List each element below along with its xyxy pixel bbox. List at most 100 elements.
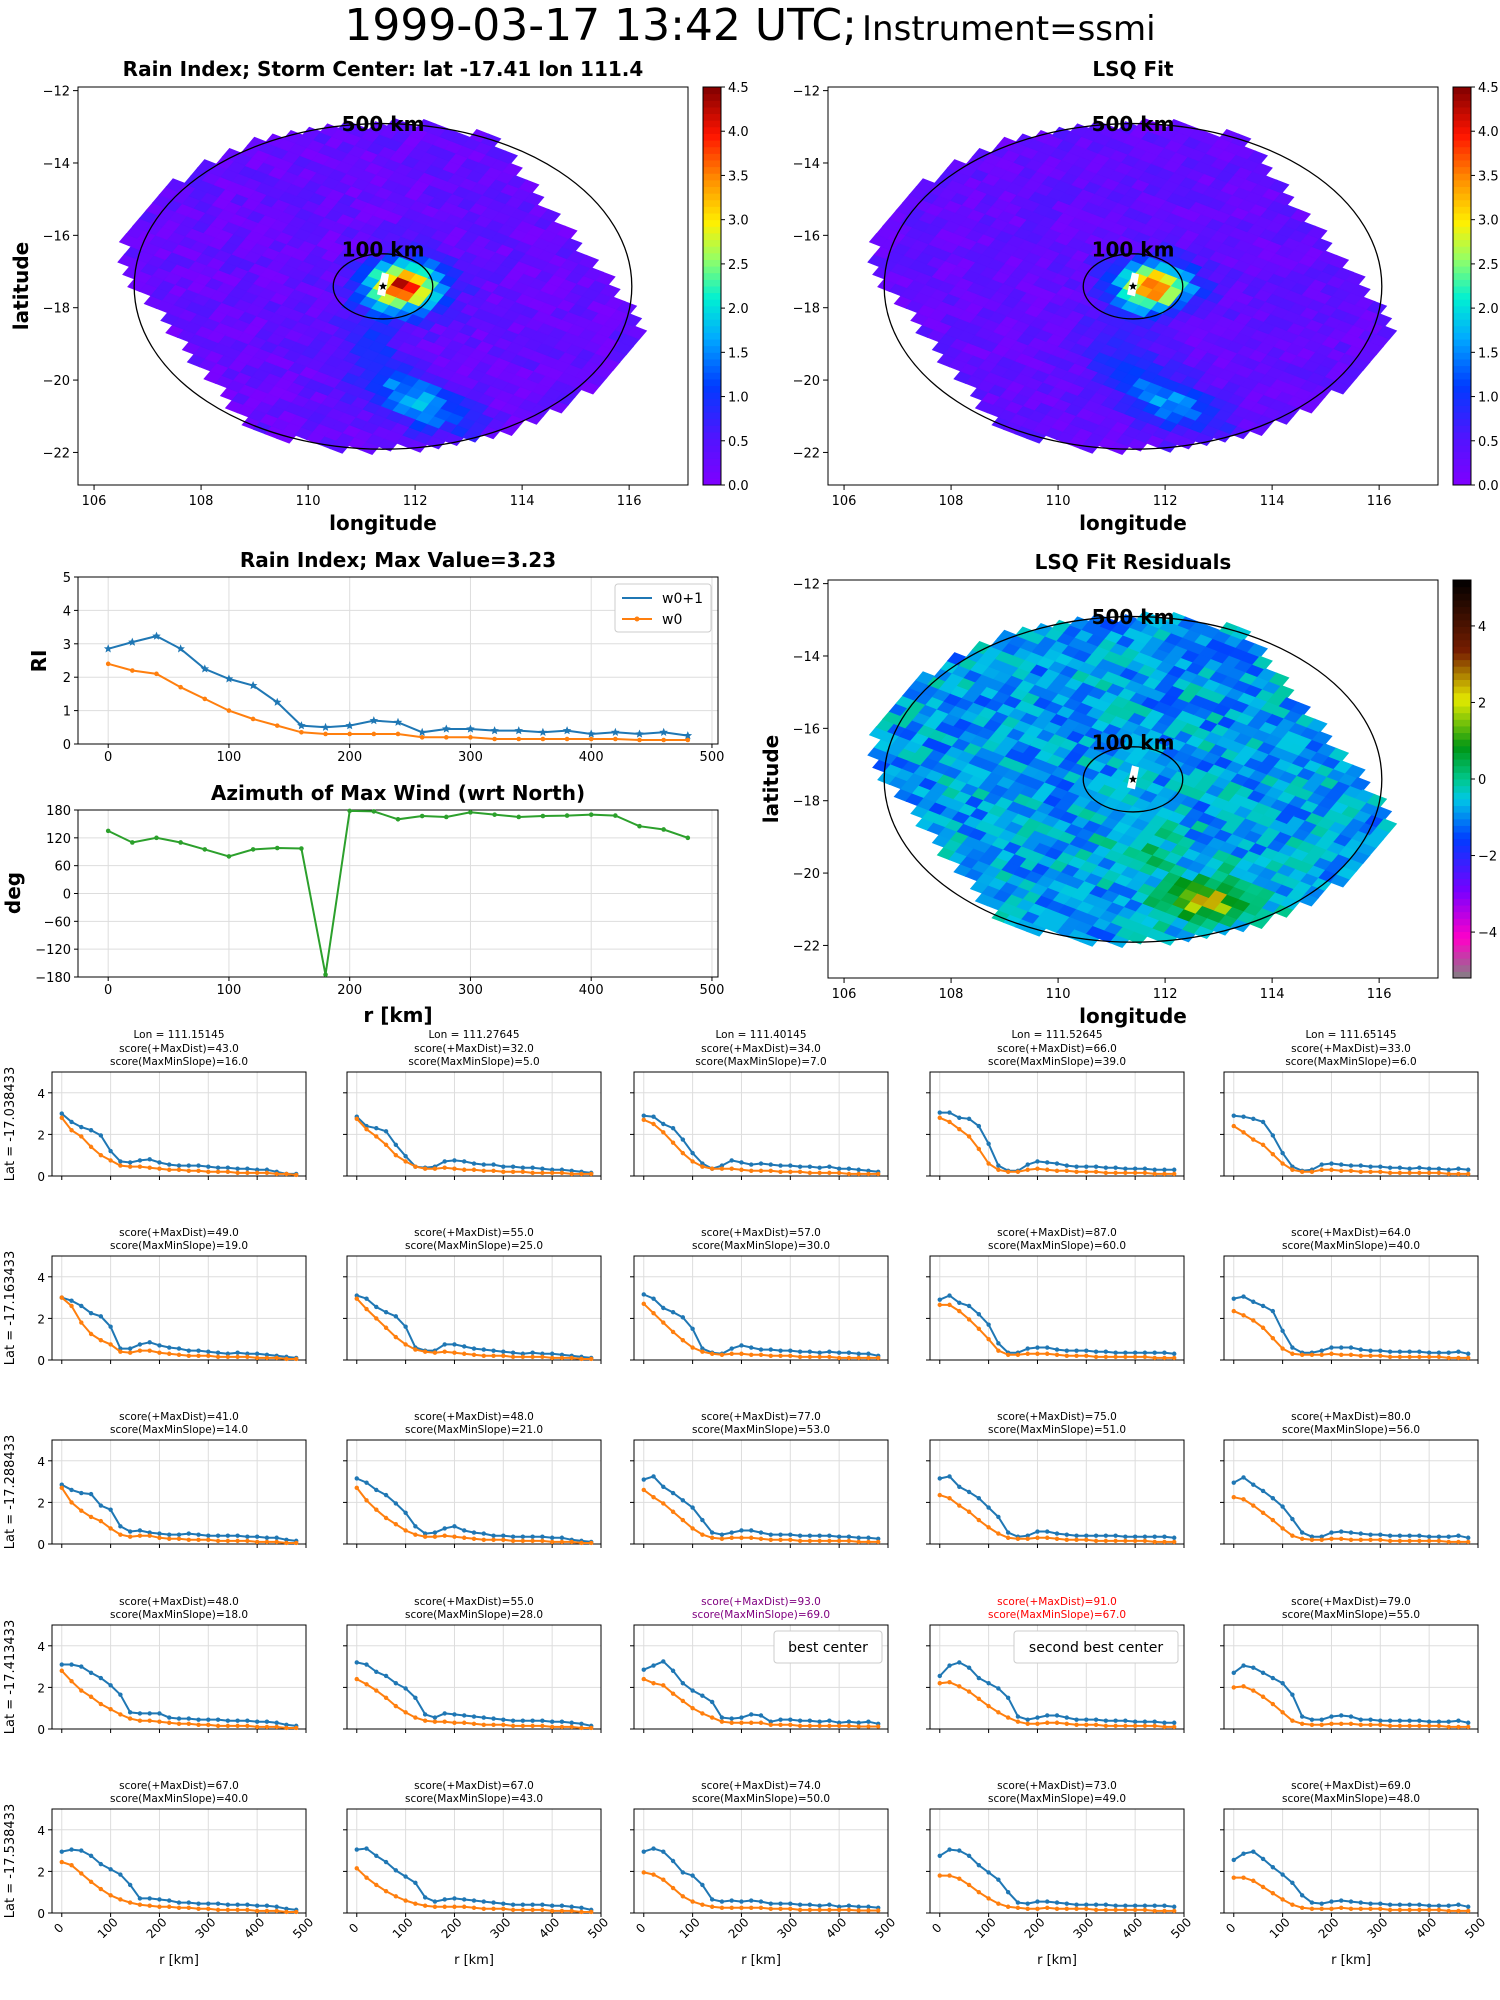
data-point-w0p1 [383, 1673, 389, 1679]
y-tick-label: 2 [37, 1128, 45, 1142]
y-tick-label: 120 [46, 832, 71, 847]
x-tick-label: 112 [403, 494, 428, 509]
data-point-w0p1 [520, 1351, 526, 1356]
y-tick-label: −16 [793, 722, 820, 737]
data-point-w0 [1348, 1352, 1354, 1358]
x-tick-label: 116 [1367, 987, 1392, 1002]
data-point-w0 [661, 1130, 666, 1135]
data-point-w0p1 [530, 1718, 535, 1723]
note-label: best center [788, 1640, 868, 1656]
map-pixel [1344, 271, 1366, 286]
colorbar-swatch [1453, 365, 1471, 373]
data-point-w0 [284, 1171, 289, 1177]
data-point-w0p1 [729, 1530, 734, 1535]
data-point-w0 [1172, 1171, 1177, 1177]
data-point-w0p1 [225, 1165, 231, 1170]
colorbar-swatch [1453, 679, 1471, 687]
data-point-w0p1 [1446, 1534, 1451, 1539]
data-point-w0p1 [345, 721, 354, 730]
data-point-w0p1 [1152, 1167, 1157, 1172]
data-point-w0 [661, 1683, 666, 1688]
grid-cell-r3-c4 [1220, 1624, 1479, 1733]
data-point-w0 [836, 1355, 842, 1361]
data-point-w0 [79, 1320, 84, 1325]
data-point-w0 [1251, 1503, 1256, 1508]
data-point-w0 [510, 1723, 516, 1729]
data-point-w0 [1270, 1335, 1276, 1341]
data-point-w0p1 [1103, 1718, 1109, 1723]
data-point-w0 [700, 1349, 705, 1354]
data-point-w0p1 [1005, 1695, 1011, 1701]
colorbar-swatch [1453, 706, 1471, 714]
data-point-w0p1 [466, 724, 475, 733]
azimuth-xlabel: r [km] [363, 1003, 432, 1027]
data-point-w0 [147, 1348, 152, 1353]
x-tick-label: 116 [1367, 494, 1392, 509]
data-point-w0p1 [374, 1487, 379, 1493]
data-point-w0p1 [157, 1343, 162, 1348]
colorbar-swatch [1453, 686, 1471, 694]
data-point-azimuth [154, 835, 159, 841]
colorbar-tick-label: 2 [1478, 696, 1486, 711]
data-point-azimuth [250, 847, 256, 852]
data-point-w0 [846, 1171, 852, 1177]
data-point-w0 [1329, 1536, 1334, 1542]
data-point-w0p1 [788, 1163, 793, 1168]
data-point-w0p1 [69, 1119, 74, 1125]
colorbar-tick-label: 0.0 [1478, 479, 1499, 494]
map-pixel [1252, 655, 1273, 670]
grid-score-maxminslope: score(MaxMinSlope)=19.0 [110, 1240, 248, 1252]
data-point-w0 [147, 1718, 152, 1723]
data-point-w0 [274, 1355, 279, 1361]
data-point-w0 [549, 1724, 555, 1730]
colorbar-swatch [1453, 206, 1471, 214]
data-point-w0p1 [559, 1167, 565, 1172]
data-point-w0p1 [719, 1715, 725, 1720]
data-point-w0 [947, 1302, 952, 1308]
data-point-w0p1 [225, 1718, 231, 1723]
data-point-w0p1 [1387, 1349, 1393, 1354]
data-point-w0p1 [186, 1163, 191, 1168]
data-point-w0 [856, 1355, 861, 1361]
data-point-w0 [1348, 1537, 1354, 1543]
data-point-w0p1 [167, 1532, 172, 1537]
map-pixel [1252, 162, 1273, 177]
grid-score-maxminslope: score(MaxMinSlope)=39.0 [988, 1056, 1126, 1068]
data-point-w0 [1339, 1168, 1344, 1174]
data-point-w0 [432, 1166, 438, 1171]
data-point-w0 [1025, 1536, 1030, 1542]
colorbar-swatch [703, 451, 721, 459]
colorbar-swatch [1453, 286, 1471, 294]
grid-score-maxdist: score(+MaxDist)=55.0 [414, 1596, 534, 1608]
data-point-w0 [196, 1168, 201, 1174]
data-point-w0p1 [1456, 1533, 1461, 1538]
data-point-w0 [1407, 1354, 1412, 1360]
y-tick-label: −12 [793, 85, 820, 100]
data-point-w0 [88, 1331, 94, 1337]
data-point-w0 [471, 1352, 477, 1358]
data-point-w0p1 [1260, 1119, 1266, 1125]
x-tick-label: 110 [296, 494, 321, 509]
data-point-w0 [88, 1514, 94, 1520]
data-point-w0p1 [680, 1315, 686, 1320]
data-point-w0p1 [118, 1692, 123, 1697]
colorbar-swatch [703, 113, 721, 121]
ring-100km-label: 100 km [1092, 238, 1175, 262]
data-point-w0 [1064, 1721, 1069, 1727]
data-point-w0 [1309, 1169, 1315, 1175]
data-point-w0p1 [1387, 1165, 1393, 1170]
data-point-w0 [579, 1171, 584, 1177]
data-point-w0p1 [284, 1537, 289, 1543]
data-point-w0p1 [98, 1314, 104, 1319]
grid-score-maxdist: score(+MaxDist)=91.0 [997, 1596, 1117, 1608]
data-point-w0 [108, 1342, 113, 1347]
data-point-w0 [1446, 1539, 1451, 1545]
colorbar-swatch [1453, 699, 1471, 707]
grid-cell-r0-c3 [926, 1071, 1185, 1180]
colorbar-swatch [1453, 832, 1471, 840]
ring-500km-label: 500 km [342, 112, 425, 136]
data-point-w0 [846, 1538, 852, 1544]
data-point-w0p1 [947, 1474, 952, 1479]
data-point-w0 [1084, 1169, 1089, 1175]
